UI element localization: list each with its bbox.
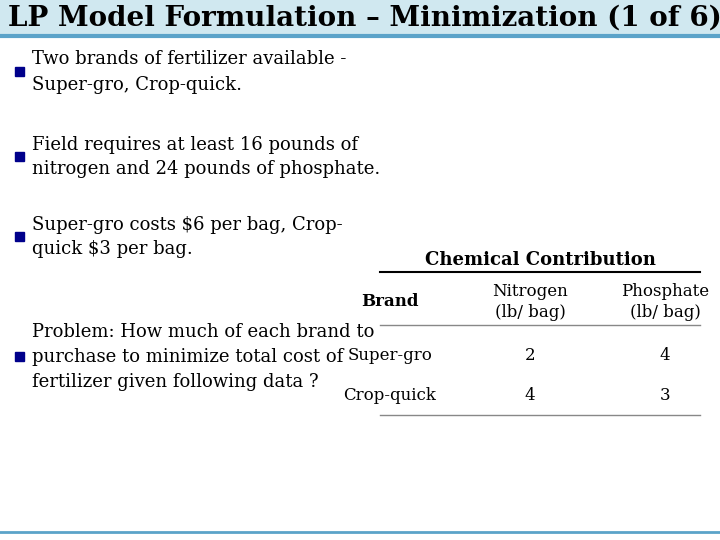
Text: Super-gro costs $6 per bag, Crop-
quick $3 per bag.: Super-gro costs $6 per bag, Crop- quick …	[32, 215, 343, 259]
Text: LP Model Formulation – Minimization (1 of 6): LP Model Formulation – Minimization (1 o…	[8, 4, 720, 31]
Text: Crop-quick: Crop-quick	[343, 387, 436, 403]
Text: 4: 4	[525, 387, 535, 403]
Bar	[15, 352, 24, 361]
Text: Chemical Contribution: Chemical Contribution	[425, 251, 655, 269]
Bar	[15, 67, 24, 76]
Text: Nitrogen
(lb/ bag): Nitrogen (lb/ bag)	[492, 283, 568, 321]
Bar	[15, 152, 24, 161]
Text: 2: 2	[525, 347, 535, 363]
Text: Field requires at least 16 pounds of
nitrogen and 24 pounds of phosphate.: Field requires at least 16 pounds of nit…	[32, 136, 380, 179]
Bar	[0, 0, 720, 36]
Text: Phosphate
(lb/ bag): Phosphate (lb/ bag)	[621, 283, 709, 321]
Text: 3: 3	[660, 387, 670, 403]
Text: 4: 4	[660, 347, 670, 363]
Text: Brand: Brand	[361, 294, 419, 310]
Bar	[15, 232, 24, 241]
Text: Super-gro: Super-gro	[348, 347, 433, 363]
Text: Two brands of fertilizer available -
Super-gro, Crop-quick.: Two brands of fertilizer available - Sup…	[32, 51, 346, 93]
Text: Problem: How much of each brand to
purchase to minimize total cost of
fertilizer: Problem: How much of each brand to purch…	[32, 323, 374, 391]
